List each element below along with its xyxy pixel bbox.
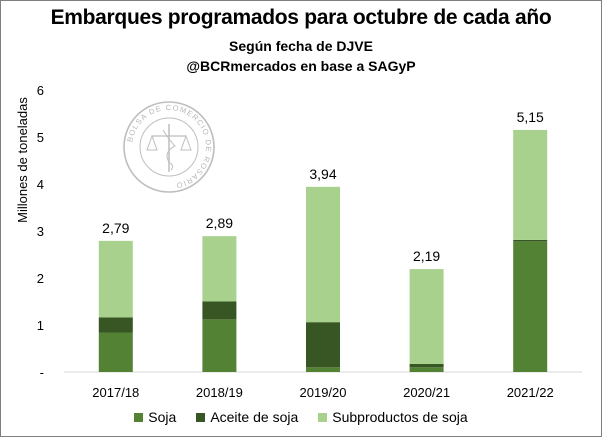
y-tick-label: 6 <box>37 83 44 98</box>
legend-label: Soja <box>148 409 177 425</box>
legend-item: Subproductos de soja <box>318 409 468 425</box>
y-tick-label: - <box>40 365 44 380</box>
legend-item: Aceite de soja <box>196 409 298 425</box>
bolsa-de-comercio-seal-logo: BOLSA DE COMERCIO DE ROSARIO <box>123 101 215 193</box>
bar-segment-soja <box>202 319 237 372</box>
legend-label: Subproductos de soja <box>332 409 468 425</box>
bar-total-label: 2,79 <box>102 220 129 236</box>
legend: Soja Aceite de soja Subproductos de soja <box>0 409 602 425</box>
y-tick-label: 5 <box>37 130 44 145</box>
bar-segment-subproductos-de-soja <box>306 186 340 323</box>
y-tick-label: 3 <box>37 224 44 239</box>
bar-total-label: 3,94 <box>309 166 336 182</box>
chart-source-line: @BCRmercados en base a SAGyP <box>186 58 416 74</box>
legend-swatch <box>134 413 144 422</box>
bar-segment-aceite-de-soja <box>409 364 444 368</box>
y-tick-label: 2 <box>37 271 44 286</box>
bar-segment-subproductos-de-soja <box>98 240 133 318</box>
bar-segment-subproductos-de-soja <box>513 129 548 240</box>
bar-segment-subproductos-de-soja <box>409 269 444 365</box>
x-tick-label: 2018/19 <box>196 385 243 400</box>
x-tick-label: 2021/22 <box>507 385 554 400</box>
x-tick-label: 2017/18 <box>92 385 139 400</box>
bar-segment-subproductos-de-soja <box>202 236 237 302</box>
bar-total-label: 2,89 <box>206 215 233 231</box>
bar-segment-aceite-de-soja <box>306 322 340 368</box>
x-tick-label: 2020/21 <box>403 385 450 400</box>
y-axis-label: Millones de toneladas <box>15 97 30 223</box>
bar-total-label: 2,19 <box>413 248 440 264</box>
y-tick-label: 1 <box>37 318 44 333</box>
legend-label: Aceite de soja <box>210 409 299 425</box>
bar-segment-aceite-de-soja <box>513 239 548 242</box>
chart-subtitle: Según fecha de DJVE <box>229 38 373 54</box>
chart-title: Embarques programados para octubre de ca… <box>50 6 552 29</box>
legend-swatch <box>318 413 328 422</box>
bar-segment-aceite-de-soja <box>98 317 133 333</box>
y-tick-label: 4 <box>37 177 44 192</box>
legend-swatch <box>196 413 206 422</box>
x-tick-label: 2019/20 <box>300 385 347 400</box>
bar-segment-aceite-de-soja <box>202 301 237 320</box>
bar-segment-soja <box>98 332 133 372</box>
bar-segment-soja <box>513 241 548 372</box>
bar-segment-soja <box>306 367 340 372</box>
legend-item: Soja <box>134 409 176 425</box>
bar-segment-soja <box>409 367 444 372</box>
bar-total-label: 5,15 <box>517 109 544 125</box>
